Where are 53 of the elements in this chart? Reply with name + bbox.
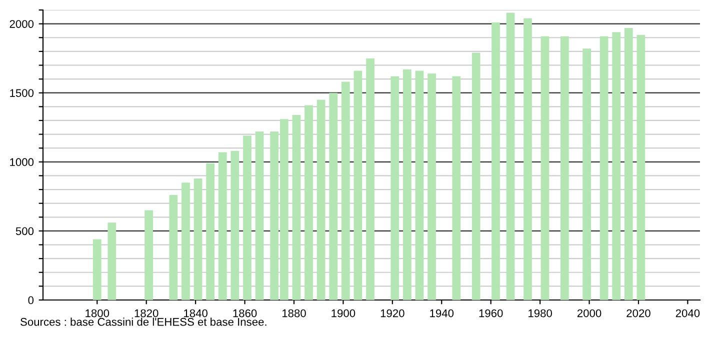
bar: [206, 163, 215, 300]
x-tick-label: 1980: [528, 309, 552, 318]
y-tick-label: 2000: [10, 20, 34, 28]
bar: [540, 36, 550, 300]
bar: [354, 70, 362, 300]
bar: [292, 114, 301, 300]
x-tick-label: 2040: [676, 309, 700, 318]
x-tick-label: 1880: [282, 309, 306, 318]
y-tick-label: 1000: [10, 158, 34, 166]
source-note: Sources : base Cassini de l'EHESS et base Insee.: [20, 318, 266, 326]
x-tick-label: 1860: [233, 309, 257, 318]
bar: [600, 36, 608, 300]
bar: [624, 28, 633, 300]
bar: [472, 52, 480, 300]
bar: [415, 70, 424, 300]
y-tick-label: 0: [28, 296, 34, 304]
x-tick-label: 2000: [577, 309, 602, 318]
bar: [560, 36, 569, 300]
bar: [304, 105, 313, 300]
bar: [636, 34, 646, 300]
bar: [492, 22, 500, 300]
x-tick-label: 1920: [380, 309, 404, 318]
bar: [243, 136, 252, 300]
bar: [366, 58, 374, 300]
x-tick-label: 1820: [134, 309, 158, 318]
bar: [92, 239, 102, 300]
bar: [506, 12, 515, 300]
bar: [452, 76, 461, 300]
bar: [316, 100, 326, 300]
bar: [230, 150, 240, 300]
bar: [612, 32, 621, 300]
bar: [428, 74, 436, 300]
x-tick-label: 1960: [479, 309, 503, 318]
x-tick-label: 2020: [626, 309, 650, 318]
bar: [218, 152, 227, 300]
bar: [329, 92, 338, 300]
bar: [255, 132, 264, 300]
bar: [341, 82, 350, 300]
bar: [108, 222, 116, 300]
x-tick-label: 1900: [332, 309, 356, 318]
bar: [194, 178, 202, 300]
bar: [524, 18, 532, 300]
bar: [402, 69, 412, 300]
x-tick-label: 1940: [430, 309, 454, 318]
x-tick-label: 1800: [86, 309, 110, 318]
bar: [582, 48, 591, 300]
bar: [144, 210, 153, 300]
bar: [169, 195, 178, 300]
bar: [390, 76, 400, 300]
y-tick-label: 1500: [10, 89, 34, 97]
y-tick-label: 500: [16, 227, 34, 236]
x-tick-label: 1840: [184, 309, 208, 318]
bar: [182, 182, 190, 300]
